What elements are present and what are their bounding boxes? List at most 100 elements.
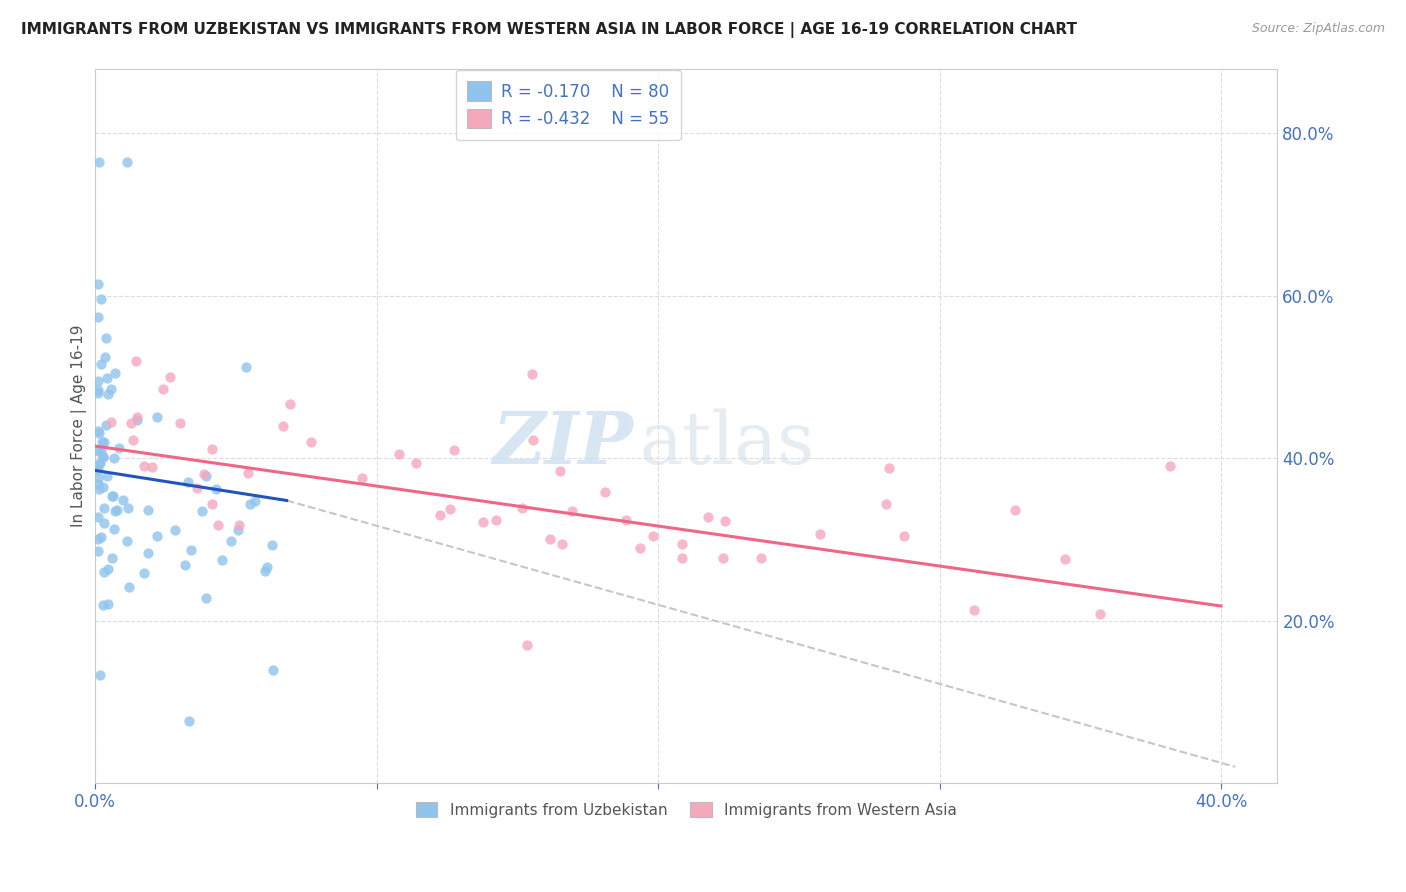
Point <box>93 500 115 515</box>
Text: atlas: atlas <box>638 409 814 479</box>
Point <box>87 444 110 458</box>
Point <box>595 485 617 500</box>
Point <box>100 551 122 566</box>
Point <box>87 457 110 471</box>
Point <box>405 457 427 471</box>
Point <box>963 602 986 616</box>
Point <box>228 518 250 533</box>
Point <box>1159 459 1181 474</box>
Point <box>87 277 110 291</box>
Point <box>104 504 127 518</box>
Point <box>87 374 110 388</box>
Point <box>177 475 200 490</box>
Point <box>643 529 665 543</box>
Point <box>89 425 111 440</box>
Point <box>91 450 114 464</box>
Point <box>439 502 461 516</box>
Point <box>671 550 693 565</box>
Point <box>97 597 120 611</box>
Text: IMMIGRANTS FROM UZBEKISTAN VS IMMIGRANTS FROM WESTERN ASIA IN LABOR FORCE | AGE : IMMIGRANTS FROM UZBEKISTAN VS IMMIGRANTS… <box>21 22 1077 38</box>
Point <box>235 360 257 375</box>
Point <box>115 154 138 169</box>
Point <box>262 538 284 552</box>
Point <box>100 382 122 396</box>
Point <box>238 466 260 480</box>
Point <box>117 500 139 515</box>
Point <box>94 350 117 364</box>
Point <box>100 415 122 429</box>
Point <box>122 433 145 447</box>
Point <box>551 537 574 551</box>
Point <box>186 482 208 496</box>
Point <box>93 435 115 450</box>
Point <box>159 370 181 384</box>
Point <box>138 503 160 517</box>
Point <box>141 460 163 475</box>
Text: Source: ZipAtlas.com: Source: ZipAtlas.com <box>1251 22 1385 36</box>
Point <box>96 469 118 483</box>
Point <box>628 541 651 555</box>
Point <box>226 523 249 537</box>
Point <box>201 442 224 457</box>
Point <box>103 451 125 466</box>
Point <box>388 447 411 461</box>
Point <box>194 591 217 606</box>
Point <box>94 418 117 433</box>
Point <box>87 509 110 524</box>
Point <box>97 386 120 401</box>
Point <box>91 435 114 450</box>
Point <box>350 471 373 485</box>
Point <box>90 292 112 306</box>
Point <box>207 518 229 533</box>
Point <box>87 476 110 491</box>
Point <box>87 425 110 439</box>
Point <box>91 450 114 464</box>
Point <box>239 497 262 511</box>
Point <box>808 527 831 541</box>
Point <box>179 714 201 729</box>
Point <box>875 497 897 511</box>
Point <box>90 444 112 458</box>
Y-axis label: In Labor Force | Age 16-19: In Labor Force | Age 16-19 <box>72 325 87 527</box>
Point <box>548 464 571 478</box>
Point <box>125 354 148 368</box>
Point <box>134 566 156 580</box>
Point <box>256 560 278 574</box>
Point <box>671 537 693 551</box>
Point <box>1090 607 1112 621</box>
Point <box>245 494 267 508</box>
Point <box>87 544 110 558</box>
Point <box>87 154 110 169</box>
Point <box>522 367 544 381</box>
Point <box>429 508 451 522</box>
Point <box>89 456 111 470</box>
Point <box>522 433 544 447</box>
Point <box>105 502 128 516</box>
Point <box>87 471 110 485</box>
Point <box>93 565 115 579</box>
Point <box>87 384 110 398</box>
Point <box>877 461 900 475</box>
Point <box>94 331 117 345</box>
Point <box>211 553 233 567</box>
Point <box>485 513 508 527</box>
Point <box>104 366 127 380</box>
Point <box>262 663 284 677</box>
Point <box>127 410 149 425</box>
Point <box>136 547 159 561</box>
Point <box>108 441 131 455</box>
Point <box>561 504 583 518</box>
Point <box>96 371 118 385</box>
Point <box>195 469 218 483</box>
Point <box>146 529 169 543</box>
Point <box>152 382 174 396</box>
Point <box>714 514 737 528</box>
Point <box>443 442 465 457</box>
Point <box>132 458 155 473</box>
Point <box>103 522 125 536</box>
Point <box>201 497 224 511</box>
Point <box>278 397 301 411</box>
Point <box>1054 552 1077 566</box>
Point <box>90 530 112 544</box>
Point <box>87 532 110 546</box>
